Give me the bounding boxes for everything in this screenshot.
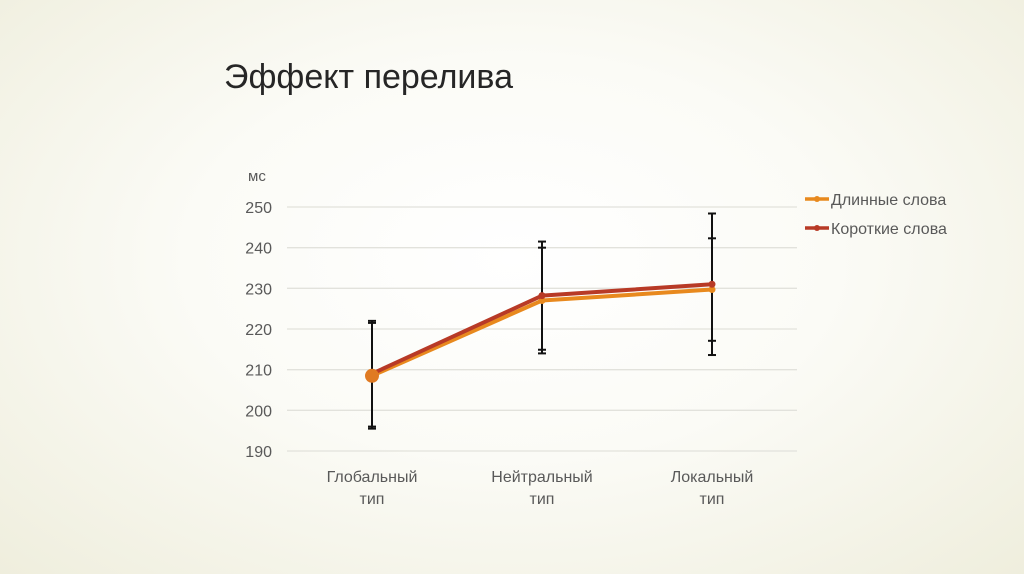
y-tick-label: 220 — [245, 322, 272, 339]
legend-marker — [814, 225, 820, 231]
data-point — [538, 292, 546, 300]
x-tick-label: тип — [700, 491, 725, 508]
y-tick-label: 240 — [245, 241, 272, 258]
legend-label: Длинные слова — [831, 192, 946, 209]
x-tick-label: Локальный — [671, 469, 754, 486]
data-point — [708, 280, 716, 288]
y-tick-label: 200 — [245, 403, 272, 420]
x-tick-label: тип — [360, 491, 385, 508]
legend-marker — [814, 196, 820, 202]
slide-title: Эффект перелива — [224, 58, 513, 96]
y-tick-label: 190 — [245, 444, 272, 461]
x-tick-label: Глобальный — [327, 469, 418, 486]
legend-label: Короткие слова — [831, 221, 947, 238]
y-tick-label: 230 — [245, 281, 272, 298]
y-tick-label: 250 — [245, 200, 272, 217]
data-point — [708, 286, 716, 294]
x-tick-label: Нейтральный — [491, 469, 592, 486]
x-tick-label: тип — [530, 491, 555, 508]
y-tick-label: 210 — [245, 363, 272, 380]
y-axis-label: мс — [248, 168, 266, 185]
highlighted-point — [365, 368, 379, 383]
data-point — [538, 297, 546, 305]
